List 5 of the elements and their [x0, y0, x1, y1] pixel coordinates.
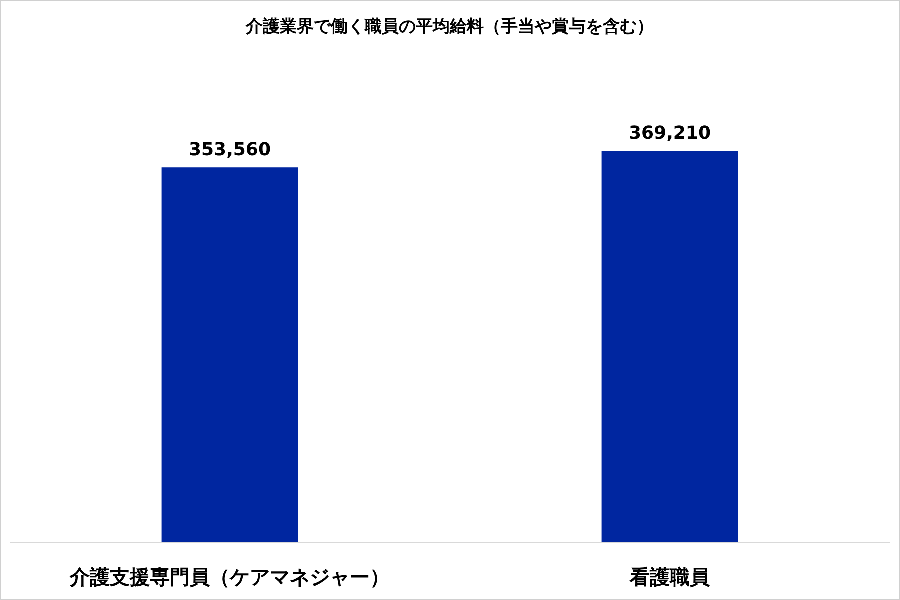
chart-title: 介護業界で働く職員の平均給料（手当や賞与を含む） — [245, 17, 654, 37]
data-label: 353,560 — [189, 140, 271, 161]
x-tick-label: 看護職員 — [629, 565, 711, 589]
data-label: 369,210 — [629, 123, 711, 144]
x-tick-label: 介護支援専門員（ケアマネジャー） — [69, 565, 390, 589]
